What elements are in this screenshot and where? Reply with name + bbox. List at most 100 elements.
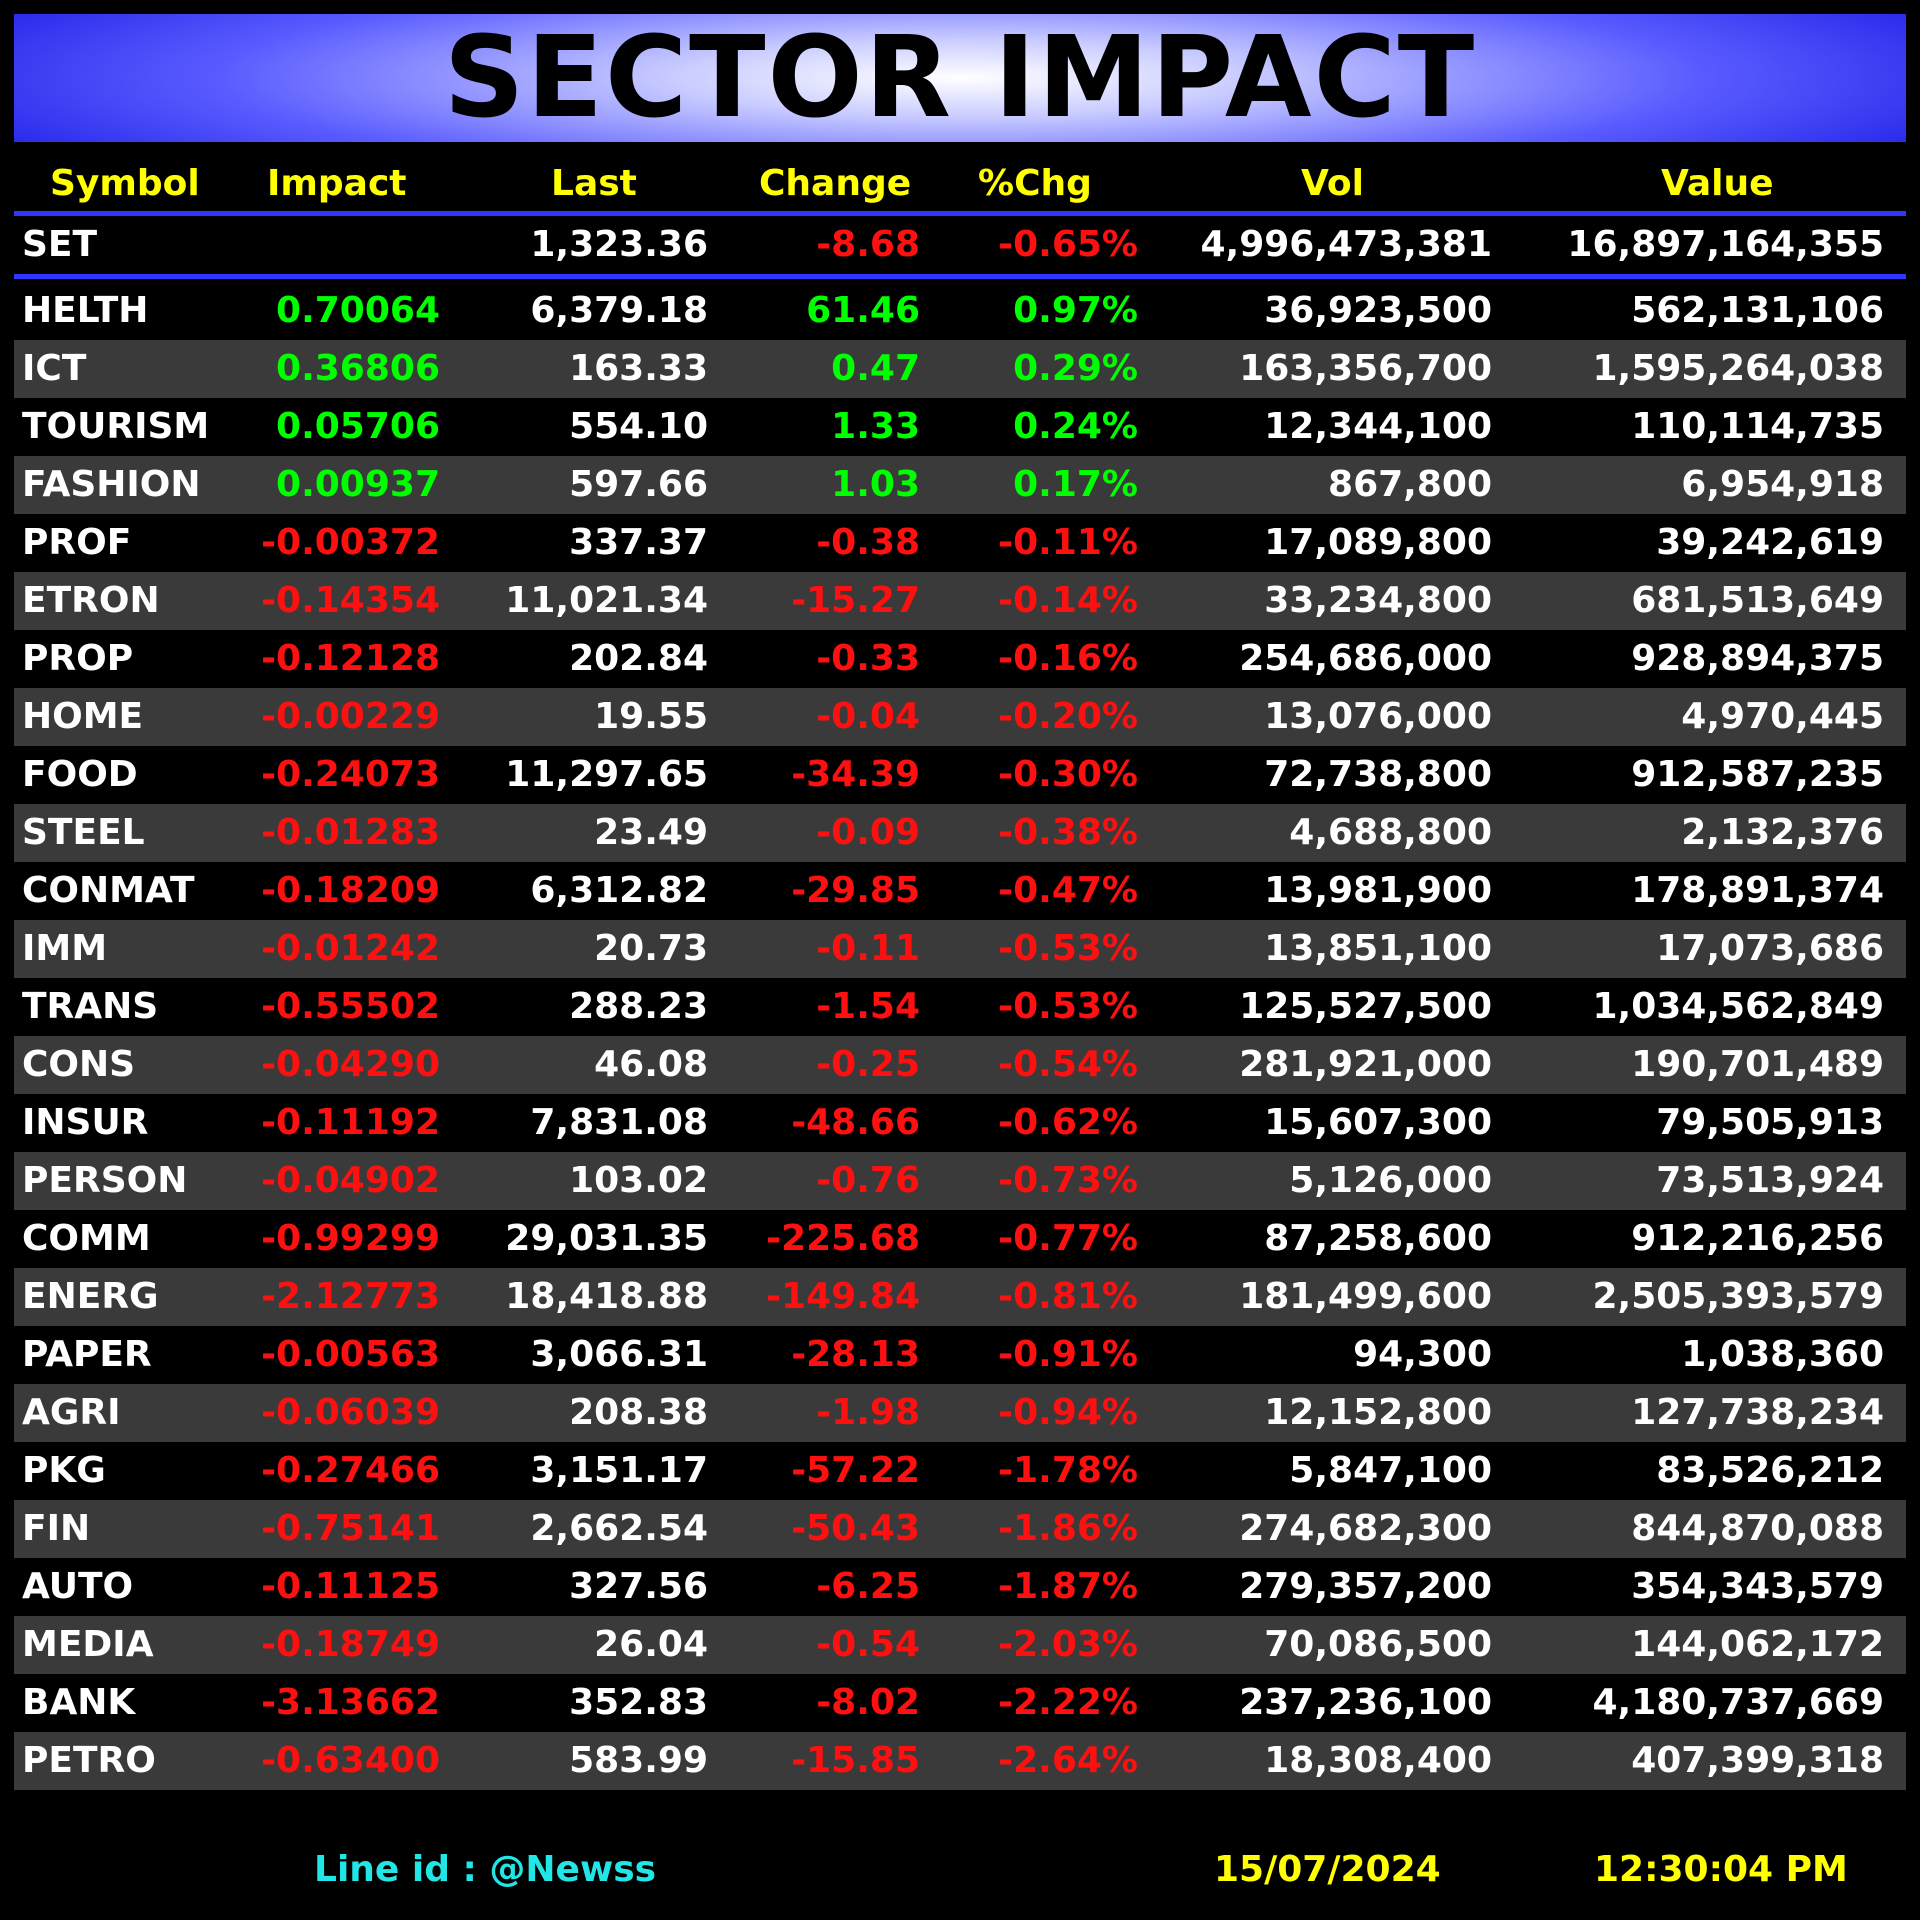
index-last: 1,323.36	[530, 224, 708, 265]
sector-volume: 163,356,700	[1239, 348, 1492, 389]
table-row: INSUR -0.11192 7,831.08 -48.66 -0.62% 15,607,…	[14, 1094, 1906, 1152]
sector-change: -28.13	[791, 1334, 920, 1375]
sector-pct-change: -0.73%	[998, 1160, 1138, 1201]
sector-pct-change: 0.24%	[1013, 406, 1138, 447]
sector-volume: 4,688,800	[1289, 812, 1492, 853]
table-row: FASHION 0.00937 597.66 1.03 0.17% 867,800 6,95…	[14, 456, 1906, 514]
sector-volume: 5,126,000	[1289, 1160, 1492, 1201]
sector-impact: -2.12773	[261, 1276, 440, 1317]
sector-symbol: FASHION	[22, 464, 201, 505]
sector-symbol: INSUR	[22, 1102, 149, 1143]
sector-value: 2,132,376	[1681, 812, 1884, 853]
table-row: BANK -3.13662 352.83 -8.02 -2.22% 237,236,100…	[14, 1674, 1906, 1732]
sector-impact: -0.12128	[261, 638, 440, 679]
sector-volume: 867,800	[1328, 464, 1492, 505]
sector-last: 288.23	[569, 986, 708, 1027]
index-symbol: SET	[22, 224, 98, 265]
divider-top	[14, 211, 1906, 216]
sector-value: 190,701,489	[1631, 1044, 1884, 1085]
sector-pct-change: -0.53%	[998, 986, 1138, 1027]
sector-impact: -0.63400	[261, 1740, 440, 1781]
sector-pct-change: -2.22%	[998, 1682, 1138, 1723]
sector-last: 352.83	[569, 1682, 708, 1723]
sector-pct-change: -0.11%	[998, 522, 1138, 563]
sector-symbol: FIN	[22, 1508, 91, 1549]
sector-symbol: FOOD	[22, 754, 138, 795]
table-row: PAPER -0.00563 3,066.31 -28.13 -0.91% 94,300 1…	[14, 1326, 1906, 1384]
sector-value: 407,399,318	[1631, 1740, 1884, 1781]
sector-volume: 15,607,300	[1264, 1102, 1492, 1143]
sector-symbol: PAPER	[22, 1334, 152, 1375]
date-label: 15/07/2024	[1214, 1849, 1441, 1890]
sector-pct-change: -0.53%	[998, 928, 1138, 969]
sector-change: -48.66	[791, 1102, 920, 1143]
sector-value: 4,970,445	[1681, 696, 1884, 737]
sector-value: 4,180,737,669	[1592, 1682, 1884, 1723]
sector-pct-change: -2.03%	[998, 1624, 1138, 1665]
sector-impact: -0.00372	[261, 522, 440, 563]
sector-change: -8.02	[816, 1682, 920, 1723]
sector-impact: -0.14354	[261, 580, 440, 621]
sector-impact: -0.06039	[261, 1392, 440, 1433]
table-row: TRANS -0.55502 288.23 -1.54 -0.53% 125,527,50…	[14, 978, 1906, 1036]
sector-symbol: MEDIA	[22, 1624, 154, 1665]
sector-last: 18,418.88	[505, 1276, 708, 1317]
sector-change: -0.04	[816, 696, 920, 737]
column-header-symbol: Symbol	[50, 163, 200, 204]
table-row: PETRO -0.63400 583.99 -15.85 -2.64% 18,308,40…	[14, 1732, 1906, 1790]
sector-volume: 12,344,100	[1264, 406, 1492, 447]
sector-pct-change: -2.64%	[998, 1740, 1138, 1781]
sector-value: 1,034,562,849	[1592, 986, 1884, 1027]
sector-symbol: TOURISM	[22, 406, 210, 447]
sector-value: 6,954,918	[1681, 464, 1884, 505]
sector-last: 11,297.65	[505, 754, 708, 795]
sector-symbol: ETRON	[22, 580, 160, 621]
sector-pct-change: 0.29%	[1013, 348, 1138, 389]
sector-last: 554.10	[569, 406, 708, 447]
index-pct-change: -0.65%	[998, 224, 1138, 265]
sector-symbol: PETRO	[22, 1740, 156, 1781]
sector-volume: 5,847,100	[1289, 1450, 1492, 1491]
sector-change: -0.33	[816, 638, 920, 679]
divider-bottom	[14, 274, 1906, 279]
sector-last: 26.04	[594, 1624, 708, 1665]
index-row: SET 1,323.36 -8.68 -0.65% 4,996,473,381 …	[14, 216, 1906, 274]
sector-value: 681,513,649	[1631, 580, 1884, 621]
sector-impact: -0.00229	[261, 696, 440, 737]
index-volume: 4,996,473,381	[1200, 224, 1492, 265]
sector-volume: 125,527,500	[1239, 986, 1492, 1027]
sector-value: 144,062,172	[1631, 1624, 1884, 1665]
sector-change: -29.85	[791, 870, 920, 911]
column-header-change: Change	[759, 163, 912, 204]
sector-pct-change: -0.16%	[998, 638, 1138, 679]
sector-volume: 279,357,200	[1239, 1566, 1492, 1607]
sector-last: 19.55	[594, 696, 708, 737]
sector-change: -34.39	[791, 754, 920, 795]
table-row: TOURISM 0.05706 554.10 1.33 0.24% 12,344,100 1…	[14, 398, 1906, 456]
sector-value: 928,894,375	[1631, 638, 1884, 679]
table-row: AUTO -0.11125 327.56 -6.25 -1.87% 279,357,200…	[14, 1558, 1906, 1616]
table-row: PROP -0.12128 202.84 -0.33 -0.16% 254,686,000…	[14, 630, 1906, 688]
sector-last: 337.37	[569, 522, 708, 563]
table-header: Symbol Impact Last Change %Chg Vol Value	[14, 155, 1906, 213]
sector-change: -57.22	[791, 1450, 920, 1491]
page-title: SECTOR IMPACT	[443, 13, 1477, 143]
sector-change: 1.33	[831, 406, 920, 447]
sector-volume: 13,076,000	[1264, 696, 1492, 737]
sector-last: 29,031.35	[505, 1218, 708, 1259]
sector-value: 2,505,393,579	[1592, 1276, 1884, 1317]
sector-impact: -0.24073	[261, 754, 440, 795]
sector-last: 6,379.18	[530, 290, 708, 331]
table-row: ICT 0.36806 163.33 0.47 0.29% 163,356,700 1,59…	[14, 340, 1906, 398]
table-row: STEEL -0.01283 23.49 -0.09 -0.38% 4,688,800 2,…	[14, 804, 1906, 862]
sector-change: -225.68	[766, 1218, 920, 1259]
sector-change: -0.76	[816, 1160, 920, 1201]
column-header-value: Value	[1661, 163, 1774, 204]
sector-pct-change: -0.94%	[998, 1392, 1138, 1433]
sector-last: 6,312.82	[530, 870, 708, 911]
sector-volume: 70,086,500	[1264, 1624, 1492, 1665]
sector-symbol: HELTH	[22, 290, 149, 331]
sector-last: 2,662.54	[530, 1508, 708, 1549]
table-row: HOME -0.00229 19.55 -0.04 -0.20% 13,076,000 4,…	[14, 688, 1906, 746]
table-row: HELTH 0.70064 6,379.18 61.46 0.97% 36,923,500…	[14, 282, 1906, 340]
